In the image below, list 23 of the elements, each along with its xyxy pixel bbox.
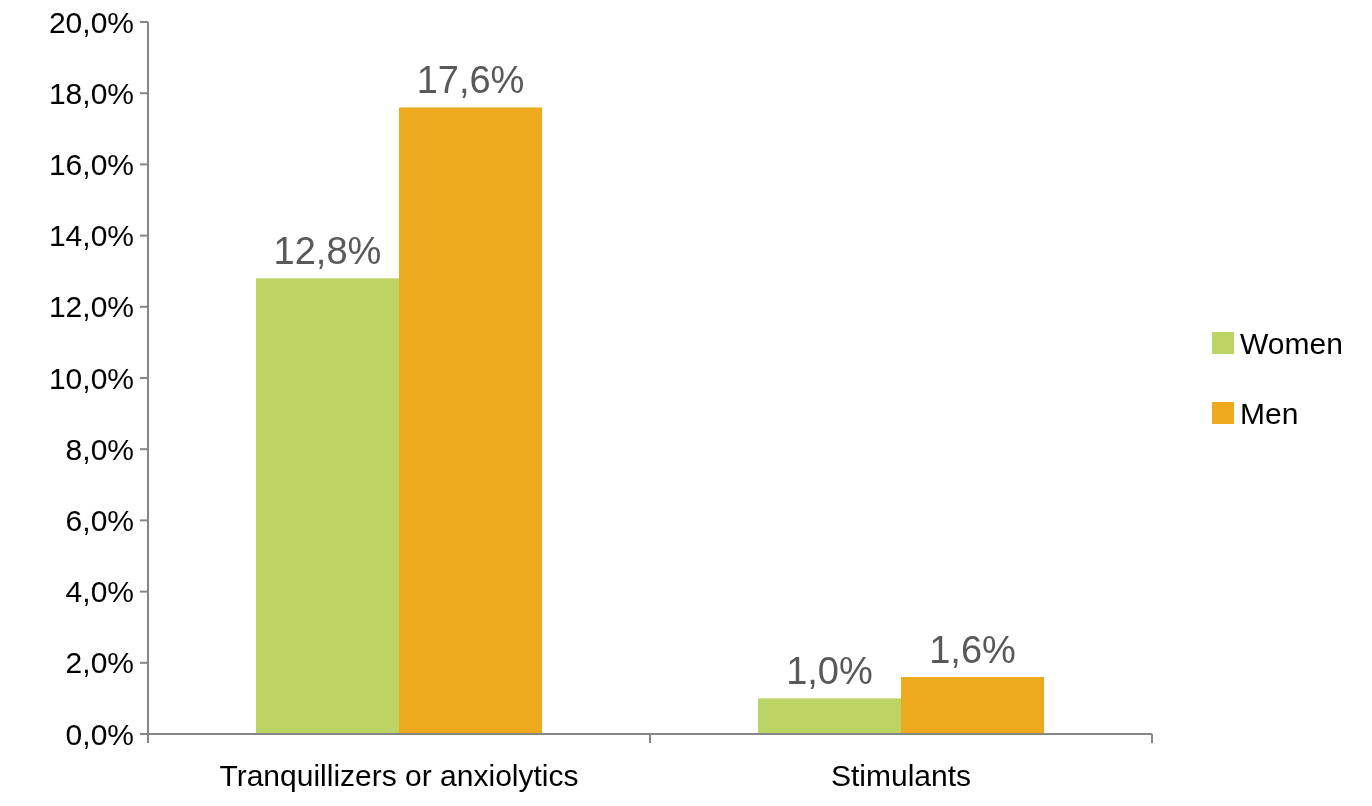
y-tick-label: 4,0% bbox=[65, 575, 134, 609]
bar bbox=[255, 278, 399, 734]
y-tick-label: 8,0% bbox=[65, 432, 134, 466]
data-label: 1,0% bbox=[786, 650, 873, 693]
y-tick-label: 2,0% bbox=[65, 646, 134, 680]
y-tick-label: 14,0% bbox=[48, 219, 134, 253]
y-tick-label: 6,0% bbox=[65, 503, 134, 537]
bar bbox=[399, 107, 543, 734]
legend-label: Women bbox=[1240, 326, 1343, 360]
y-tick-label: 12,0% bbox=[48, 290, 134, 324]
data-label: 12,8% bbox=[273, 230, 382, 273]
bar bbox=[757, 698, 901, 734]
y-tick-label: 20,0% bbox=[48, 5, 134, 39]
data-label: 1,6% bbox=[929, 629, 1016, 672]
y-tick-label: 18,0% bbox=[48, 76, 134, 110]
data-label: 17,6% bbox=[416, 59, 525, 102]
y-tick-label: 10,0% bbox=[48, 361, 134, 395]
x-tick-label: Stimulants bbox=[830, 759, 972, 792]
bar bbox=[901, 677, 1045, 734]
y-tick-label: 16,0% bbox=[48, 147, 134, 181]
legend-label: Men bbox=[1240, 396, 1299, 430]
x-tick-label: Tranquillizers or anxiolytics bbox=[219, 759, 579, 792]
y-tick-label: 0,0% bbox=[65, 717, 134, 751]
